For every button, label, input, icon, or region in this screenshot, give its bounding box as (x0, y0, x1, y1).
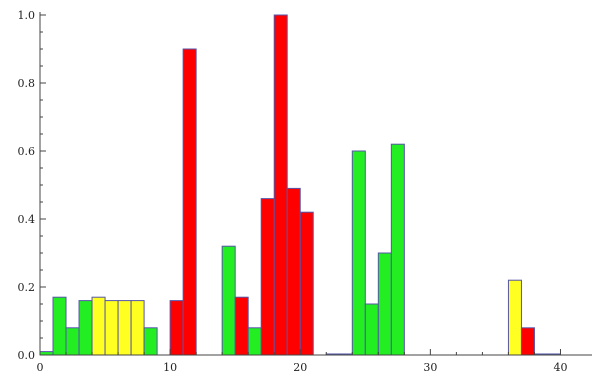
bar-5 (104, 300, 119, 356)
x-tick-label: 20 (293, 361, 307, 374)
bar-11 (221, 245, 236, 356)
bar-13 (247, 327, 262, 356)
x-tick-label: 10 (163, 361, 177, 374)
x-tick-label: 40 (553, 361, 567, 374)
y-tick-label: 0.6 (18, 145, 36, 158)
bars-layer (39, 14, 561, 356)
bar-3 (78, 300, 93, 356)
bar-8 (143, 327, 158, 356)
bar-22 (377, 252, 392, 356)
y-tick-label: 0.2 (18, 281, 36, 294)
bar-17 (299, 211, 314, 356)
bar-4 (91, 296, 106, 356)
axes-layer: 0 10 20 30 40 0.0 0.2 0.4 0.6 0.8 1.0 (18, 9, 592, 374)
bar-25 (520, 327, 535, 356)
bar-20 (351, 150, 366, 356)
bar-10 (182, 48, 197, 356)
bar-7 (130, 300, 145, 356)
y-tick-label: 0.8 (18, 77, 36, 90)
x-tick-label: 30 (423, 361, 437, 374)
bar-6 (117, 300, 132, 356)
bar-12 (234, 296, 249, 356)
bar-0 (39, 351, 54, 356)
bar-16 (286, 187, 301, 356)
bar-14 (260, 198, 275, 356)
y-tick-label: 1.0 (18, 9, 36, 22)
bar-15 (273, 14, 288, 356)
y-tick-label: 0.4 (18, 213, 36, 226)
bar-21 (364, 303, 379, 356)
bar-2 (65, 327, 80, 356)
y-tick-label: 0.0 (18, 349, 36, 362)
x-tick-label: 0 (37, 361, 44, 374)
bar-1 (52, 296, 67, 356)
bar-23 (390, 143, 405, 356)
bar-9 (169, 300, 184, 356)
bar-24 (507, 279, 522, 356)
